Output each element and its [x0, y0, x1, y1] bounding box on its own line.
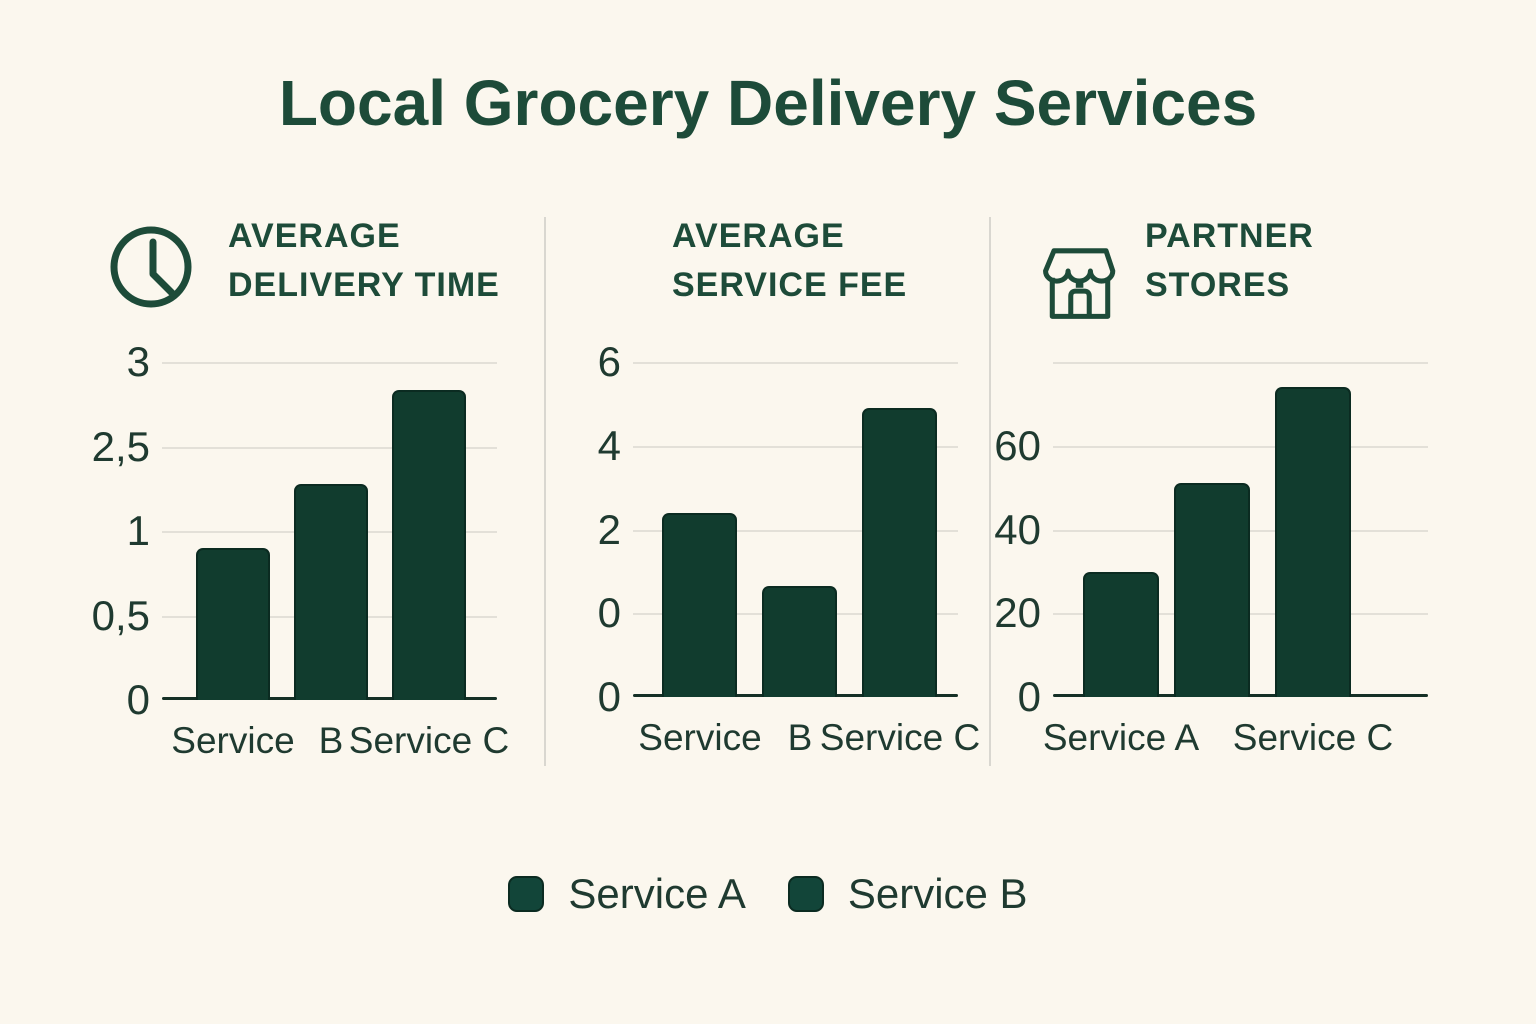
y-tick-label: 4 — [597, 422, 621, 469]
y-tick-label: 40 — [994, 506, 1041, 553]
panel-divider-1 — [544, 217, 546, 766]
page-title: Local Grocery Delivery Services — [278, 67, 1258, 139]
x-axis-line — [1053, 694, 1428, 697]
gridline — [633, 530, 958, 532]
panel-divider-2 — [989, 217, 991, 766]
x-tick-label: Service C — [1232, 717, 1394, 758]
y-tick-label: 60 — [994, 422, 1041, 469]
gridline — [1053, 613, 1428, 615]
x-tick-label: Service A — [1042, 717, 1200, 758]
panel-heading-delivery-time: AVERAGE DELIVERY TIME — [228, 212, 500, 310]
gridline — [162, 447, 497, 449]
gridline — [162, 616, 497, 618]
legend-label-service-b: Service B — [847, 870, 1028, 917]
panel-heading-line: STORES — [1145, 266, 1291, 304]
legend-swatch-service-a — [508, 876, 545, 912]
gridline — [162, 531, 497, 533]
storefront-icon — [1038, 244, 1122, 324]
gridline — [633, 446, 958, 448]
clock-icon — [106, 222, 196, 312]
y-tick-label: 1 — [126, 507, 150, 554]
y-tick-label: 0 — [597, 589, 621, 636]
legend-item-service-b: Service B — [787, 870, 1028, 917]
x-tick-label: Service C — [348, 720, 510, 761]
gridline — [1053, 530, 1428, 532]
panel-heading-partner-stores: PARTNER STORES — [1145, 212, 1314, 310]
gridline — [1053, 446, 1428, 448]
panel-heading-line: SERVICE FEE — [672, 266, 908, 304]
gridline — [1053, 362, 1428, 364]
x-axis-line — [633, 694, 958, 697]
y-tick-label: 20 — [994, 589, 1041, 636]
gridline — [162, 362, 497, 364]
x-axis-line — [162, 697, 497, 700]
legend-item-service-a: Service A — [508, 870, 746, 917]
panel-heading-line: DELIVERY TIME — [228, 266, 500, 304]
panel-heading-line: AVERAGE — [672, 217, 845, 255]
y-tick-label: 3 — [126, 338, 150, 385]
bar — [662, 513, 737, 697]
x-tick-label: Service — [171, 720, 295, 761]
y-tick-label: 6 — [597, 338, 621, 385]
legend-label-service-a: Service A — [568, 870, 746, 917]
bar — [1083, 572, 1159, 697]
panel-heading-line: PARTNER — [1145, 217, 1314, 255]
y-tick-label: 0,5 — [91, 592, 150, 639]
x-tick-label: Service — [638, 717, 762, 758]
y-tick-label: 0 — [1017, 673, 1041, 720]
y-tick-label: 2,5 — [91, 423, 150, 470]
bar — [862, 408, 937, 697]
legend-swatch-service-b — [787, 876, 824, 912]
x-tick-label: B — [787, 717, 813, 758]
gridline — [633, 362, 958, 364]
bar — [1275, 387, 1351, 697]
panel-heading-line: AVERAGE — [228, 217, 401, 255]
bar — [196, 548, 270, 700]
bar — [1174, 483, 1250, 697]
y-tick-label: 0 — [597, 673, 621, 720]
bar — [294, 484, 368, 700]
bar — [392, 390, 466, 700]
gridline — [633, 613, 958, 615]
panel-heading-service-fee: AVERAGE SERVICE FEE — [672, 212, 907, 310]
x-tick-label: B — [318, 720, 344, 761]
bar — [762, 586, 837, 697]
y-tick-label: 2 — [597, 506, 621, 553]
chart-legend: Service A Service B — [0, 872, 1536, 916]
y-tick-label: 0 — [126, 676, 150, 723]
x-tick-label: Service C — [819, 717, 981, 758]
